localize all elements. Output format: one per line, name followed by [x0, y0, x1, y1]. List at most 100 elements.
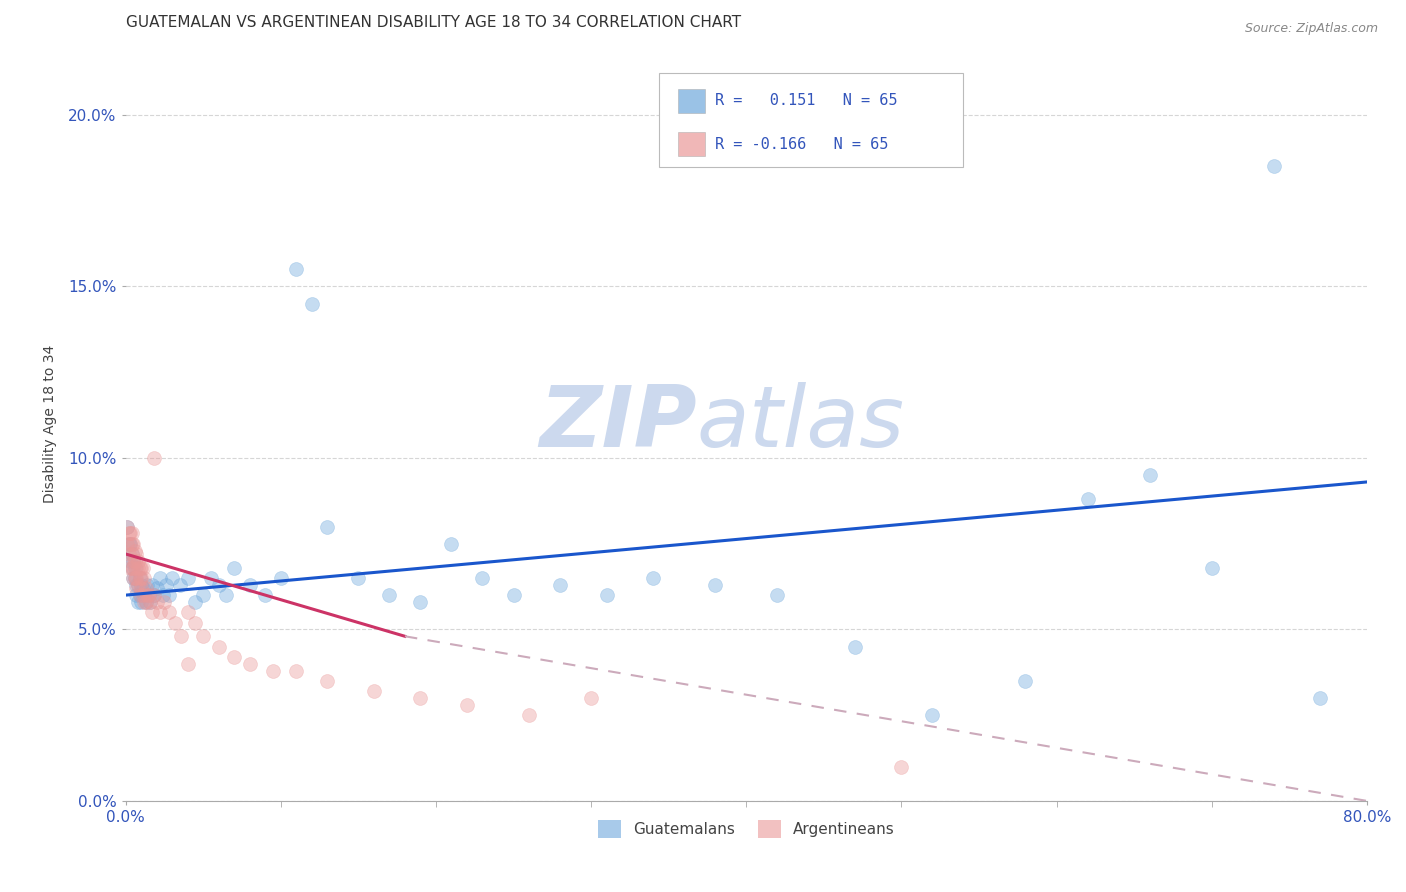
- Point: [157, 605, 180, 619]
- Point: [153, 595, 176, 609]
- Point: [120, 526, 142, 541]
- Point: [239, 578, 262, 592]
- Point: [456, 698, 478, 712]
- Point: [129, 581, 152, 595]
- Point: [141, 578, 163, 592]
- Point: [135, 595, 157, 609]
- Point: [149, 605, 172, 619]
- Point: [115, 537, 138, 551]
- Point: [139, 595, 162, 609]
- Point: [254, 588, 277, 602]
- Point: [471, 571, 494, 585]
- Point: [193, 629, 215, 643]
- Point: [378, 588, 401, 602]
- Point: [129, 595, 152, 609]
- Point: [704, 578, 727, 592]
- Point: [125, 547, 148, 561]
- Point: [124, 571, 146, 585]
- Point: [149, 571, 172, 585]
- Point: [169, 578, 191, 592]
- Point: [844, 640, 866, 654]
- Point: [145, 595, 167, 609]
- Point: [579, 691, 602, 706]
- Point: [548, 578, 571, 592]
- Point: [1201, 560, 1223, 574]
- Point: [122, 560, 145, 574]
- Point: [1077, 492, 1099, 507]
- Point: [129, 571, 152, 585]
- Point: [115, 519, 138, 533]
- Point: [1309, 691, 1331, 706]
- Point: [118, 526, 141, 541]
- Text: Source: ZipAtlas.com: Source: ZipAtlas.com: [1244, 22, 1378, 36]
- Point: [160, 571, 183, 585]
- Point: [184, 595, 207, 609]
- Point: [125, 571, 148, 585]
- Point: [193, 588, 215, 602]
- Point: [170, 629, 193, 643]
- Point: [1263, 160, 1285, 174]
- Point: [125, 581, 148, 595]
- Point: [1139, 468, 1161, 483]
- Point: [129, 560, 152, 574]
- Point: [176, 571, 198, 585]
- Point: [128, 560, 150, 574]
- Point: [120, 554, 142, 568]
- Point: [921, 708, 943, 723]
- Point: [125, 560, 148, 574]
- Point: [125, 578, 148, 592]
- Point: [142, 450, 165, 465]
- Point: [121, 526, 143, 541]
- Point: [643, 571, 665, 585]
- Point: [595, 588, 617, 602]
- Point: [262, 664, 284, 678]
- Point: [122, 554, 145, 568]
- Point: [131, 581, 153, 595]
- Bar: [678, 89, 706, 113]
- Bar: [678, 132, 706, 156]
- Point: [134, 595, 156, 609]
- Point: [208, 578, 231, 592]
- Point: [1014, 673, 1036, 688]
- Point: [128, 588, 150, 602]
- Point: [120, 537, 142, 551]
- Point: [129, 578, 152, 592]
- Point: [176, 657, 198, 671]
- Point: [121, 560, 143, 574]
- Point: [141, 605, 163, 619]
- Point: [363, 684, 385, 698]
- Point: [120, 537, 142, 551]
- Point: [138, 588, 160, 602]
- Point: [142, 588, 165, 602]
- Point: [165, 615, 187, 630]
- Point: [128, 571, 150, 585]
- Point: [184, 615, 207, 630]
- Point: [502, 588, 524, 602]
- Text: R =   0.151   N = 65: R = 0.151 N = 65: [716, 94, 897, 109]
- Point: [121, 560, 143, 574]
- Point: [440, 537, 463, 551]
- Point: [766, 588, 789, 602]
- Point: [145, 581, 167, 595]
- Point: [347, 571, 370, 585]
- Point: [157, 588, 180, 602]
- Point: [215, 588, 238, 602]
- Point: [115, 519, 138, 533]
- Point: [124, 560, 146, 574]
- Point: [176, 605, 198, 619]
- Point: [124, 571, 146, 585]
- Point: [139, 595, 162, 609]
- Point: [316, 673, 339, 688]
- Point: [131, 588, 153, 602]
- Point: [224, 649, 246, 664]
- Point: [127, 595, 149, 609]
- Point: [301, 296, 323, 310]
- Text: ZIP: ZIP: [538, 382, 696, 465]
- Point: [124, 554, 146, 568]
- Point: [127, 554, 149, 568]
- Point: [125, 588, 148, 602]
- Y-axis label: Disability Age 18 to 34: Disability Age 18 to 34: [44, 344, 58, 503]
- Point: [409, 595, 432, 609]
- Point: [890, 759, 912, 773]
- Point: [142, 588, 165, 602]
